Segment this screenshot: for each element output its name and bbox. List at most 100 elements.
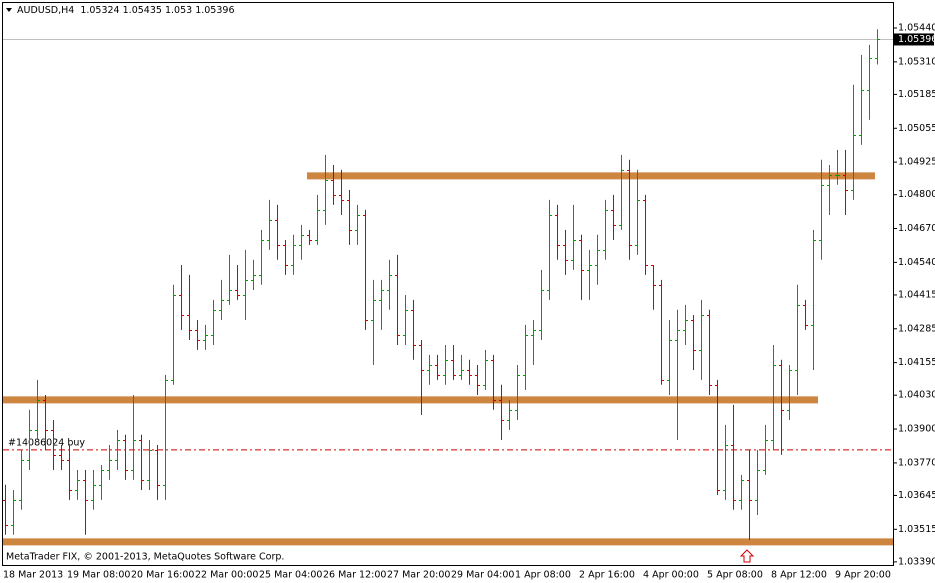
ohlc-bar xyxy=(779,359,784,455)
ohlc-bar xyxy=(859,54,864,145)
x-tick-label: 27 Mar 20:00 xyxy=(387,570,450,581)
symbol: AUDUSD,H4 xyxy=(17,5,74,16)
ohlc-bar xyxy=(203,324,208,350)
ohlc-bar xyxy=(843,149,848,215)
ohlc-bar xyxy=(3,484,8,535)
ohlc-bar xyxy=(163,374,168,500)
ohlc-bar xyxy=(723,424,728,500)
y-tick-label: 1.03645 xyxy=(898,490,935,501)
ohlc-bar xyxy=(515,364,520,420)
price-label: 1.05396 xyxy=(898,34,935,45)
ohlc-bar xyxy=(387,259,392,310)
y-tick-label: 1.05185 xyxy=(898,89,935,100)
ohlc-bar xyxy=(267,199,272,250)
ohlc-bar xyxy=(731,404,736,510)
ohlc-bar xyxy=(811,229,816,370)
ohlc-bar xyxy=(339,169,344,215)
signal-arrow xyxy=(739,549,755,563)
ohlc-bar xyxy=(587,249,592,300)
ohlc-bar xyxy=(595,234,600,285)
ohlc-bar xyxy=(219,279,224,320)
ohlc-bar xyxy=(795,284,800,395)
ohlc-bar xyxy=(243,249,248,320)
y-tick-label: 1.05310 xyxy=(898,56,935,67)
ohlc-bar xyxy=(347,189,352,245)
ohlc-bar xyxy=(443,344,448,385)
ohlc-bar xyxy=(483,349,488,390)
ohlc-bar xyxy=(643,194,648,275)
y-tick-label: 1.05440 xyxy=(898,23,935,34)
x-tick-label: 5 Apr 08:00 xyxy=(707,570,763,581)
ohlc-bar xyxy=(195,319,200,350)
ohlc-bar xyxy=(451,344,456,380)
ohlc-bar xyxy=(283,239,288,275)
ohlc-bar xyxy=(59,444,64,470)
ohlc-bar xyxy=(147,439,152,490)
ohlc-bar xyxy=(227,254,232,305)
x-tick-label: 22 Mar 00:00 xyxy=(195,570,258,581)
last-high: 1.05435 xyxy=(123,5,162,16)
ohlc-bar xyxy=(299,224,304,260)
ohlc-bar xyxy=(395,254,400,345)
ohlc-bar xyxy=(707,309,712,395)
ohlc-bar xyxy=(419,339,424,415)
ohlc-bar xyxy=(563,229,568,275)
ohlc-bar xyxy=(187,274,192,340)
plot-frame xyxy=(2,2,894,566)
x-tick-label: 25 Mar 04:00 xyxy=(259,570,322,581)
ohlc-bar xyxy=(115,429,120,470)
ohlc-bar xyxy=(691,314,696,370)
ohlc-bar xyxy=(99,464,104,500)
ohlc-bar xyxy=(291,234,296,275)
ohlc-bar xyxy=(651,264,656,310)
ohlc-bar xyxy=(251,259,256,290)
ohlc-bar xyxy=(83,469,88,535)
ohlc-bar xyxy=(627,159,632,260)
ohlc-bar xyxy=(235,264,240,300)
order-label: #14086024 buy xyxy=(8,437,85,448)
ohlc-bar xyxy=(107,444,112,480)
ohlc-bar xyxy=(667,319,672,395)
price-box xyxy=(894,33,934,46)
footer: MetaTrader FIX, © 2001-2013, MetaQuotes … xyxy=(6,552,284,563)
ohlc-bar xyxy=(379,279,384,330)
ohlc-bar xyxy=(875,29,880,65)
x-tick-label: 2 Apr 16:00 xyxy=(579,570,635,581)
ohlc-bar xyxy=(747,449,752,540)
ohlc-bar xyxy=(787,364,792,420)
ohlc-bar xyxy=(331,164,336,205)
ohlc-bar xyxy=(123,434,128,480)
x-tick-label: 1 Apr 08:00 xyxy=(515,570,571,581)
ohlc-bar xyxy=(459,354,464,380)
ohlc-bar xyxy=(211,299,216,345)
last-close: 1.05396 xyxy=(195,5,234,16)
ohlc-bar xyxy=(323,154,328,225)
ohlc-bar xyxy=(27,409,32,470)
y-tick-label: 1.04800 xyxy=(898,189,935,200)
y-tick-label: 1.04155 xyxy=(898,357,935,368)
ohlc-bar xyxy=(547,199,552,300)
ohlc-bar xyxy=(411,299,416,360)
ohlc-bar xyxy=(43,394,48,450)
ohlc-bar xyxy=(555,204,560,260)
ohlc-bar xyxy=(579,234,584,300)
y-tick-label: 1.04285 xyxy=(898,323,935,334)
ohlc-bar xyxy=(51,419,56,470)
y-tick-label: 1.05055 xyxy=(898,123,935,134)
ohlc-bar xyxy=(131,394,136,480)
ohlc-bar xyxy=(435,354,440,380)
chart-header: AUDUSD,H4 1.05324 1.05435 1.053 1.05396 xyxy=(17,5,235,16)
ohlc-bar xyxy=(499,384,504,440)
ohlc-bar xyxy=(827,164,832,215)
last-open: 1.05324 xyxy=(80,5,119,16)
ohlc-bar xyxy=(675,309,680,440)
ohlc-bar xyxy=(571,204,576,270)
ohlc-bar xyxy=(523,324,528,390)
ohlc-bar xyxy=(315,194,320,245)
ohlc-bar xyxy=(363,209,368,330)
ohlc-bar xyxy=(155,444,160,500)
ohlc-bar xyxy=(539,269,544,340)
x-tick-label: 20 Mar 16:00 xyxy=(131,570,194,581)
